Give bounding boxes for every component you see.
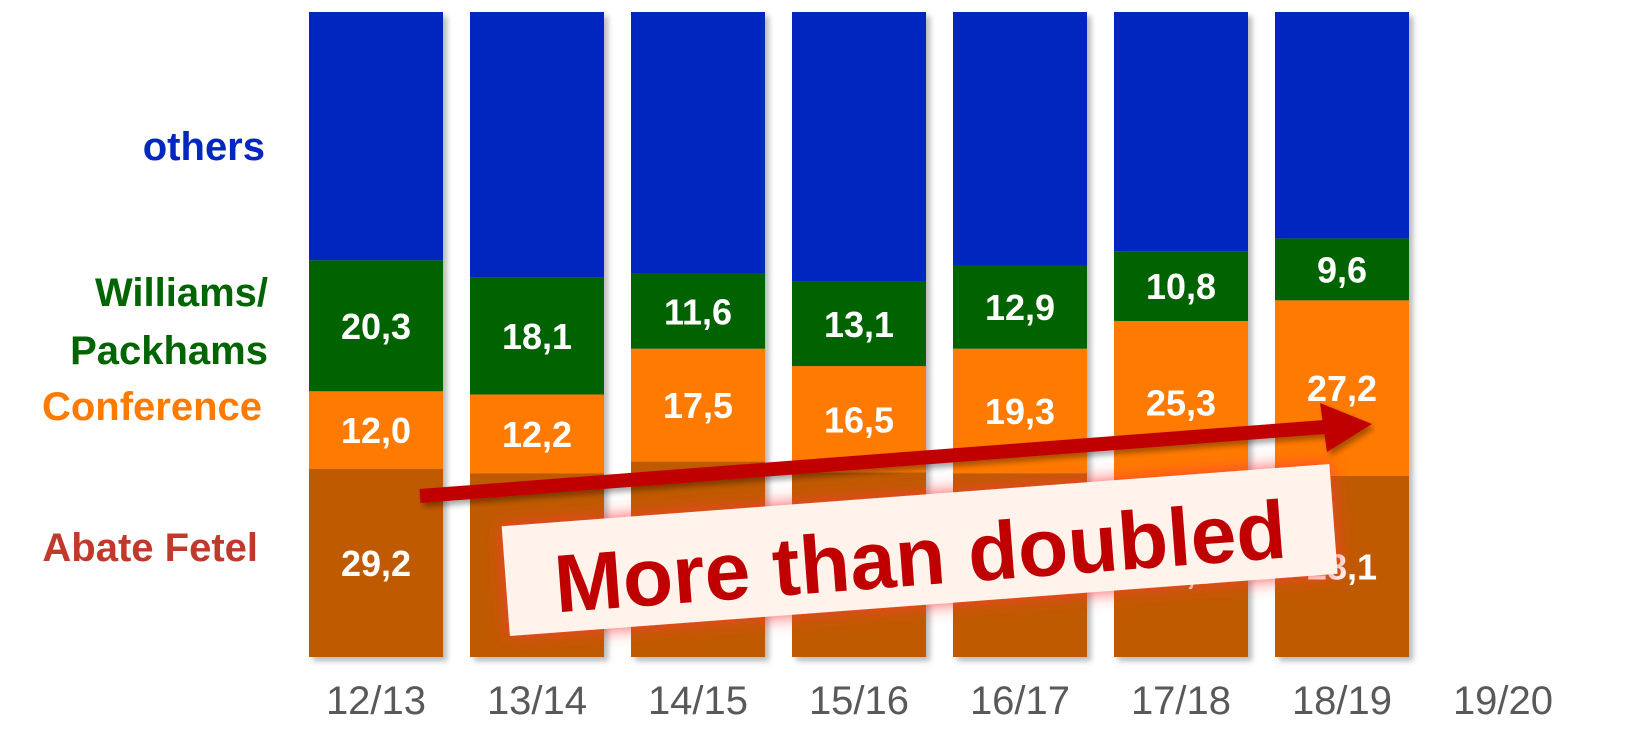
bar-segment-others xyxy=(631,12,765,274)
x-tick-label: 16/17 xyxy=(970,679,1070,723)
legend-label: others xyxy=(143,125,265,169)
bar-segment-conference xyxy=(1275,300,1409,476)
bar-segment-others xyxy=(470,12,604,278)
bar-segment-others xyxy=(309,12,443,261)
data-label: 11,6 xyxy=(664,291,732,332)
x-tick-label: 14/15 xyxy=(648,679,748,723)
trend-arrow-head xyxy=(1320,403,1372,452)
trend-arrow-line xyxy=(419,420,1326,503)
x-tick-label: 13/14 xyxy=(487,679,587,723)
bar-segment-conference xyxy=(309,391,443,469)
data-label: 18,1 xyxy=(502,316,572,357)
x-axis-labels: 12/13 13/14 14/15 15/16 16/17 17/18 18/19 19/20 xyxy=(326,679,1553,723)
bar-segment-others xyxy=(953,12,1087,266)
data-label: 10,8 xyxy=(1146,266,1216,307)
data-label: 19,3 xyxy=(985,391,1055,432)
bar-segment-williams-packhams xyxy=(1114,251,1248,321)
legend-label: Conference xyxy=(42,385,262,429)
data-label: 25,3 xyxy=(1146,383,1216,424)
bar-segment-williams-packhams xyxy=(309,260,443,392)
bar-segment-conference xyxy=(1114,320,1248,485)
bar-segment-williams-packhams xyxy=(792,281,926,367)
data-label: 12,9 xyxy=(985,287,1055,328)
bar-segment-conference xyxy=(470,394,604,474)
x-tick-label: 12/13 xyxy=(326,679,426,723)
bar-segment-williams-packhams xyxy=(631,273,765,349)
legend-label: Abate Fetel xyxy=(42,526,258,570)
x-tick-label: 15/16 xyxy=(809,679,909,723)
data-label: 9,6 xyxy=(1317,249,1367,290)
bar-segment-williams-packhams xyxy=(953,265,1087,349)
x-tick-label: 17/18 xyxy=(1131,679,1231,723)
bar-segment-williams-packhams xyxy=(470,277,604,395)
x-tick-label: 19/20 xyxy=(1453,679,1553,723)
bar-segment-others xyxy=(1114,12,1248,252)
more-than-doubled-annotation: More than doubled xyxy=(419,403,1372,636)
data-label: 13,1 xyxy=(824,304,894,345)
legend: others Williams/Packhams Conference Abate F… xyxy=(42,125,268,570)
data-label: 20,3 xyxy=(341,306,411,347)
data-label: 12,0 xyxy=(341,410,411,451)
bar-segment-others xyxy=(1275,12,1409,239)
bar-segment-conference xyxy=(631,348,765,462)
data-label: 17,5 xyxy=(663,385,733,426)
annotation-box xyxy=(501,464,1338,636)
x-tick-label: 18/19 xyxy=(1292,679,1392,723)
data-label: 12,2 xyxy=(502,414,572,455)
legend-label: Packhams xyxy=(70,329,268,373)
data-label: 29,2 xyxy=(341,543,411,584)
data-label: 16,5 xyxy=(824,399,894,440)
bar-segment-williams-packhams xyxy=(1275,238,1409,301)
legend-label: Williams/ xyxy=(95,271,268,315)
bar-segment-others xyxy=(792,12,926,282)
data-label: 27,2 xyxy=(1307,368,1377,409)
